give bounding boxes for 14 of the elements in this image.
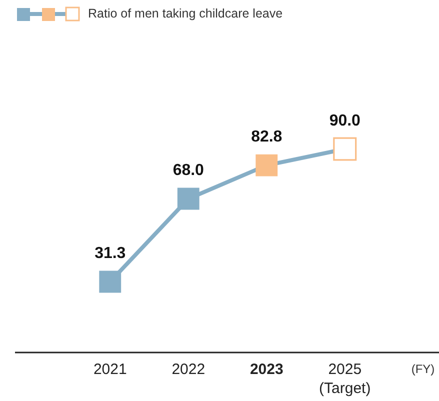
- legend-label: Ratio of men taking childcare leave: [88, 6, 283, 20]
- x-tick-label: 2022: [172, 361, 206, 378]
- point: [177, 188, 200, 210]
- point: [99, 270, 122, 293]
- data-label: 68.0: [172, 162, 204, 180]
- data-label: 82.8: [251, 128, 282, 146]
- data-label: 31.3: [94, 245, 126, 262]
- x-tick-label: 2025 (Target): [319, 361, 371, 397]
- x-tick-label: 2023: [250, 361, 284, 378]
- data-label: 90.0: [329, 112, 361, 130]
- x-tick-label: 2021: [93, 361, 127, 378]
- point: [333, 137, 357, 161]
- x-axis-title: (FY): [411, 362, 435, 376]
- point: [256, 154, 278, 176]
